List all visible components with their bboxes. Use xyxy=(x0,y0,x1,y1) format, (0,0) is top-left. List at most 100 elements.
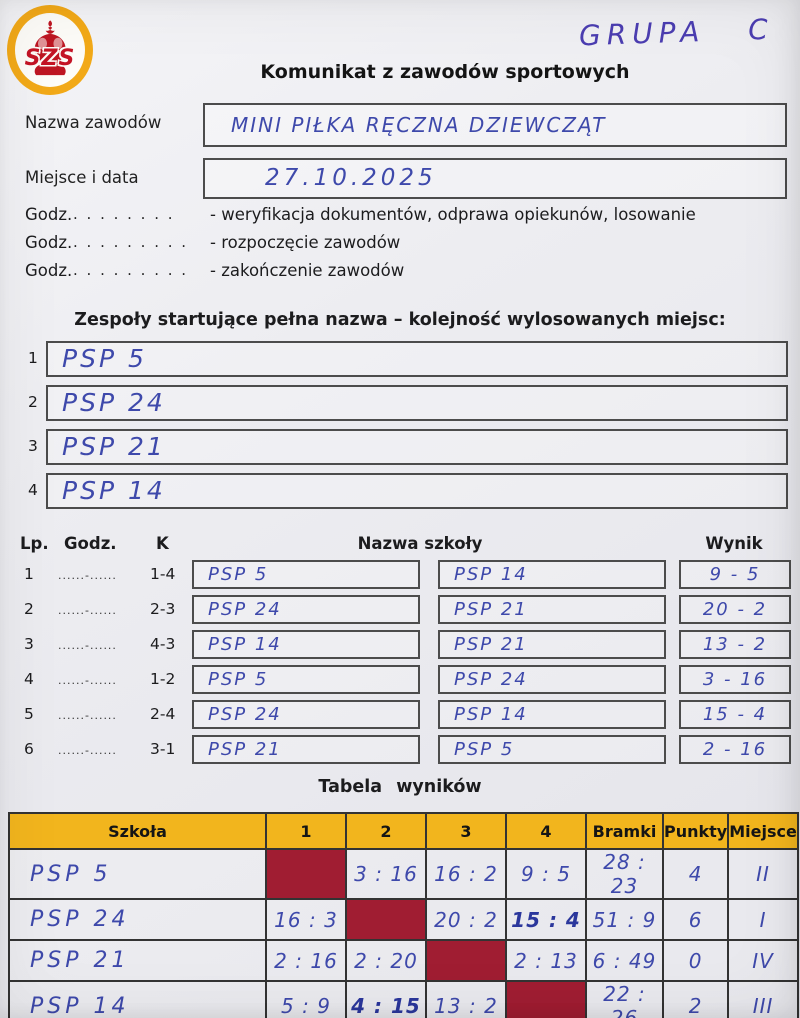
header-school-name: Nazwa szkoły xyxy=(357,534,483,553)
result-value: 16 : 2 xyxy=(434,862,498,886)
team-name: PSP 24 xyxy=(62,388,166,417)
team-number: 3 xyxy=(28,437,38,455)
match-number: 4 xyxy=(24,670,34,688)
school-cell: PSP 21 xyxy=(8,939,267,982)
result-value: 4 : 15 xyxy=(351,994,421,1018)
header-godz: Godz. xyxy=(64,534,117,553)
result-cell: 2 : 16 xyxy=(265,939,347,982)
school-cell: PSP 24 xyxy=(8,898,267,941)
school-cell: PSP 5 xyxy=(8,848,267,900)
away-school: PSP 5 xyxy=(454,739,515,760)
result-value: 2 : 13 xyxy=(514,948,578,973)
teams-heading: Zespoły startujące pełna nazwa – kolejno… xyxy=(74,310,726,330)
header-k: K xyxy=(156,534,169,553)
teams-list: 1 PSP 5 2 PSP 24 3 PSP 21 4 PSP 14 xyxy=(0,341,800,517)
points-cell: 4 xyxy=(661,848,730,900)
result-cell: 20 : 2 xyxy=(425,898,507,941)
goals-cell: 51 : 9 xyxy=(585,898,664,941)
col-header-goals: Bramki xyxy=(585,812,664,850)
home-school: PSP 5 xyxy=(208,564,269,585)
match-number: 1 xyxy=(24,565,34,583)
match-pairing: 1-4 xyxy=(150,565,176,583)
match-time-dots: ......-...... xyxy=(58,639,117,652)
result-cell: 16 : 3 xyxy=(265,898,347,941)
match-score: 2 - 16 xyxy=(702,739,768,760)
results-row: PSP 21 2 : 16 2 : 20 2 : 13 6 : 49 0 IV xyxy=(8,939,799,982)
match-pairing: 1-2 xyxy=(150,670,176,688)
away-school: PSP 14 xyxy=(454,704,528,725)
match-pairing: 3-1 xyxy=(150,740,176,758)
result-cell: 4 : 15 xyxy=(345,980,427,1018)
result-cell: 5 : 9 xyxy=(265,980,347,1018)
hour-label: Godz. xyxy=(25,233,73,252)
match-number: 6 xyxy=(24,740,34,758)
results-row: PSP 24 16 : 3 20 : 2 15 : 4 51 : 9 6 I xyxy=(8,898,799,941)
score-box: 3 - 16 xyxy=(679,665,791,694)
group-label: GRUPA C xyxy=(578,12,775,53)
result-cell: 2 : 13 xyxy=(505,939,587,982)
home-school-box: PSP 21 xyxy=(192,735,420,764)
away-school-box: PSP 24 xyxy=(438,665,666,694)
home-school: PSP 24 xyxy=(208,599,282,620)
result-value: 2 : 16 xyxy=(274,948,338,973)
match-row: 3 ......-...... 4-3 PSP 14 PSP 21 13 - 2 xyxy=(0,630,800,665)
col-header-3: 3 xyxy=(425,812,507,850)
col-header-4: 4 xyxy=(505,812,587,850)
col-header-points: Punkty xyxy=(661,812,730,850)
hour-dots: . . . . . . . . xyxy=(73,205,175,223)
goals-cell: 28 : 23 xyxy=(585,848,664,900)
place-cell: I xyxy=(727,898,799,941)
result-value: 3 : 16 xyxy=(354,862,418,886)
home-school-box: PSP 24 xyxy=(192,595,420,624)
match-row: 4 ......-...... 1-2 PSP 5 PSP 24 3 - 16 xyxy=(0,665,800,700)
result-cell: 2 : 20 xyxy=(345,939,427,982)
match-score: 3 - 16 xyxy=(702,669,768,690)
school-cell: PSP 14 xyxy=(8,980,267,1018)
team-number: 1 xyxy=(28,349,38,367)
match-pairing: 4-3 xyxy=(150,635,176,653)
points-cell: 6 xyxy=(661,898,730,941)
points-value: 0 xyxy=(688,948,703,973)
school-name: PSP 24 xyxy=(30,907,130,932)
hour-label: Godz. xyxy=(25,205,73,224)
score-box: 9 - 5 xyxy=(679,560,791,589)
matches-header: Lp. Godz. K Nazwa szkoły Wynik xyxy=(0,534,800,556)
place-value: IV xyxy=(752,948,774,973)
place-value: I xyxy=(759,907,767,932)
team-row: 4 PSP 14 xyxy=(0,473,800,509)
home-school: PSP 5 xyxy=(208,669,269,690)
results-header-row: Szkoła 1 2 3 4 Bramki Punkty Miejsce xyxy=(8,812,799,850)
match-score: 9 - 5 xyxy=(709,564,761,585)
diagonal-cell xyxy=(265,848,347,900)
col-header-place: Miejsce xyxy=(727,812,799,850)
team-name-box: PSP 24 xyxy=(46,385,788,421)
home-school: PSP 14 xyxy=(208,634,282,655)
goals-value: 22 : 26 xyxy=(603,982,646,1018)
away-school-box: PSP 5 xyxy=(438,735,666,764)
points-cell: 2 xyxy=(661,980,730,1018)
result-cell: 3 : 16 xyxy=(345,848,427,900)
away-school: PSP 21 xyxy=(454,634,528,655)
match-number: 5 xyxy=(24,705,34,723)
hour-row-verification: Godz. . . . . . . . . - weryfikacja doku… xyxy=(25,205,790,229)
goals-value: 6 : 49 xyxy=(592,948,657,973)
name-label: Nazwa zawodów xyxy=(25,113,162,132)
hour-row-end: Godz. . . . . . . . . . - zakończenie za… xyxy=(25,261,790,285)
szs-logo-inner: SZS xyxy=(15,13,85,87)
school-name: PSP 21 xyxy=(30,948,130,973)
result-value: 13 : 2 xyxy=(434,994,498,1018)
col-header-school: Szkoła xyxy=(8,812,267,850)
team-name-box: PSP 21 xyxy=(46,429,788,465)
result-cell: 16 : 2 xyxy=(425,848,507,900)
team-row: 2 PSP 24 xyxy=(0,385,800,421)
match-number: 2 xyxy=(24,600,34,618)
result-value: 2 : 20 xyxy=(354,948,418,973)
result-value: 16 : 3 xyxy=(274,907,338,932)
header-lp: Lp. xyxy=(20,534,49,553)
col-header-2: 2 xyxy=(345,812,427,850)
match-score: 13 - 2 xyxy=(702,634,768,655)
diagonal-cell xyxy=(505,980,587,1018)
result-cell: 15 : 4 xyxy=(505,898,587,941)
diagonal-cell xyxy=(425,939,507,982)
